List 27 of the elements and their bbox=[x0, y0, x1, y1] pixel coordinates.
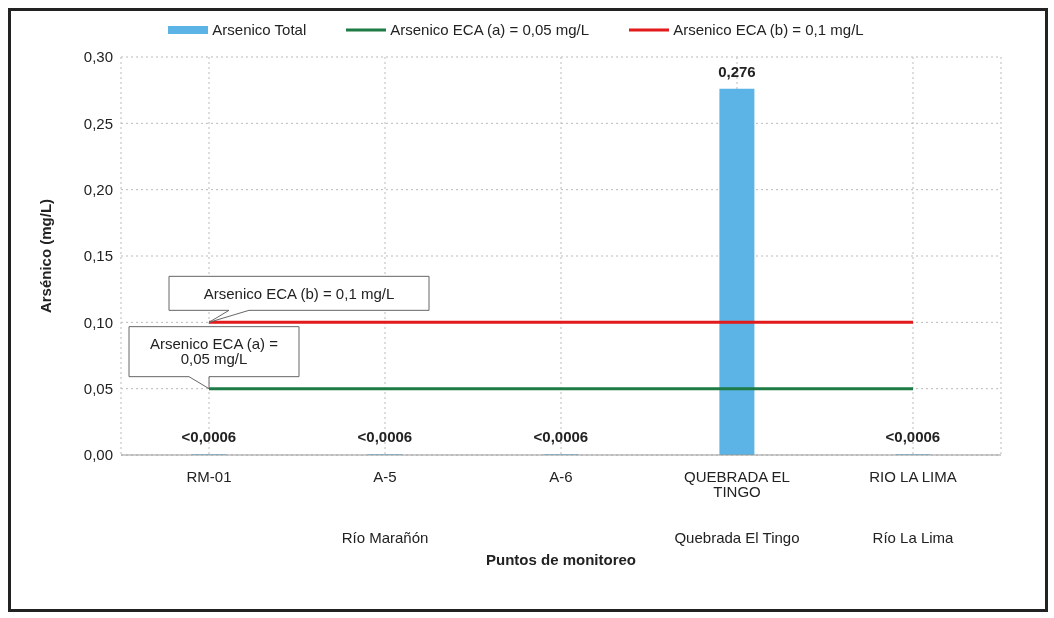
x-tick-label: QUEBRADA EL TINGO bbox=[684, 467, 790, 500]
data-label: <0,0006 bbox=[181, 428, 237, 446]
text: Río Marañón bbox=[341, 529, 429, 546]
data-label: <0,0006 bbox=[885, 428, 941, 446]
legend-label: Arsenico ECA (b) = 0,1 mg/L bbox=[672, 21, 864, 38]
annotation: Arsenico ECA (b) = 0,1 mg/L bbox=[203, 284, 395, 302]
y-tick-label: 0,15 bbox=[83, 247, 113, 265]
data-label: 0,276 bbox=[718, 62, 756, 80]
data-label: <0,0006 bbox=[357, 428, 413, 446]
y-axis-title: Arsénico (mg/L) bbox=[37, 198, 55, 314]
y-tick-label: 0,00 bbox=[83, 446, 113, 464]
x-tick-label: RIO LA LIMA bbox=[869, 467, 957, 485]
text: Quebrada El Tingo bbox=[674, 529, 800, 546]
legend-label: Arsenico ECA (a) = 0,05 mg/L bbox=[389, 21, 590, 38]
x-tick-label: A-5 bbox=[373, 467, 397, 485]
x-axis-title: Puntos de monitoreo bbox=[486, 551, 636, 568]
y-tick-label: 0,25 bbox=[83, 114, 113, 132]
data-label: <0,0006 bbox=[533, 428, 589, 446]
y-tick-label: 0,30 bbox=[83, 48, 113, 66]
y-tick-label: 0,10 bbox=[83, 313, 113, 331]
legend-label: Arsenico Total bbox=[211, 21, 307, 38]
y-tick-label: 0,05 bbox=[83, 379, 113, 397]
text: Río La Lima bbox=[872, 529, 955, 546]
x-tick-label: RM-01 bbox=[186, 467, 232, 485]
y-tick-label: 0,20 bbox=[83, 180, 113, 198]
x-tick-label: A-6 bbox=[549, 467, 573, 485]
annotation: Arsenico ECA (a) = 0,05 mg/L bbox=[150, 335, 279, 368]
